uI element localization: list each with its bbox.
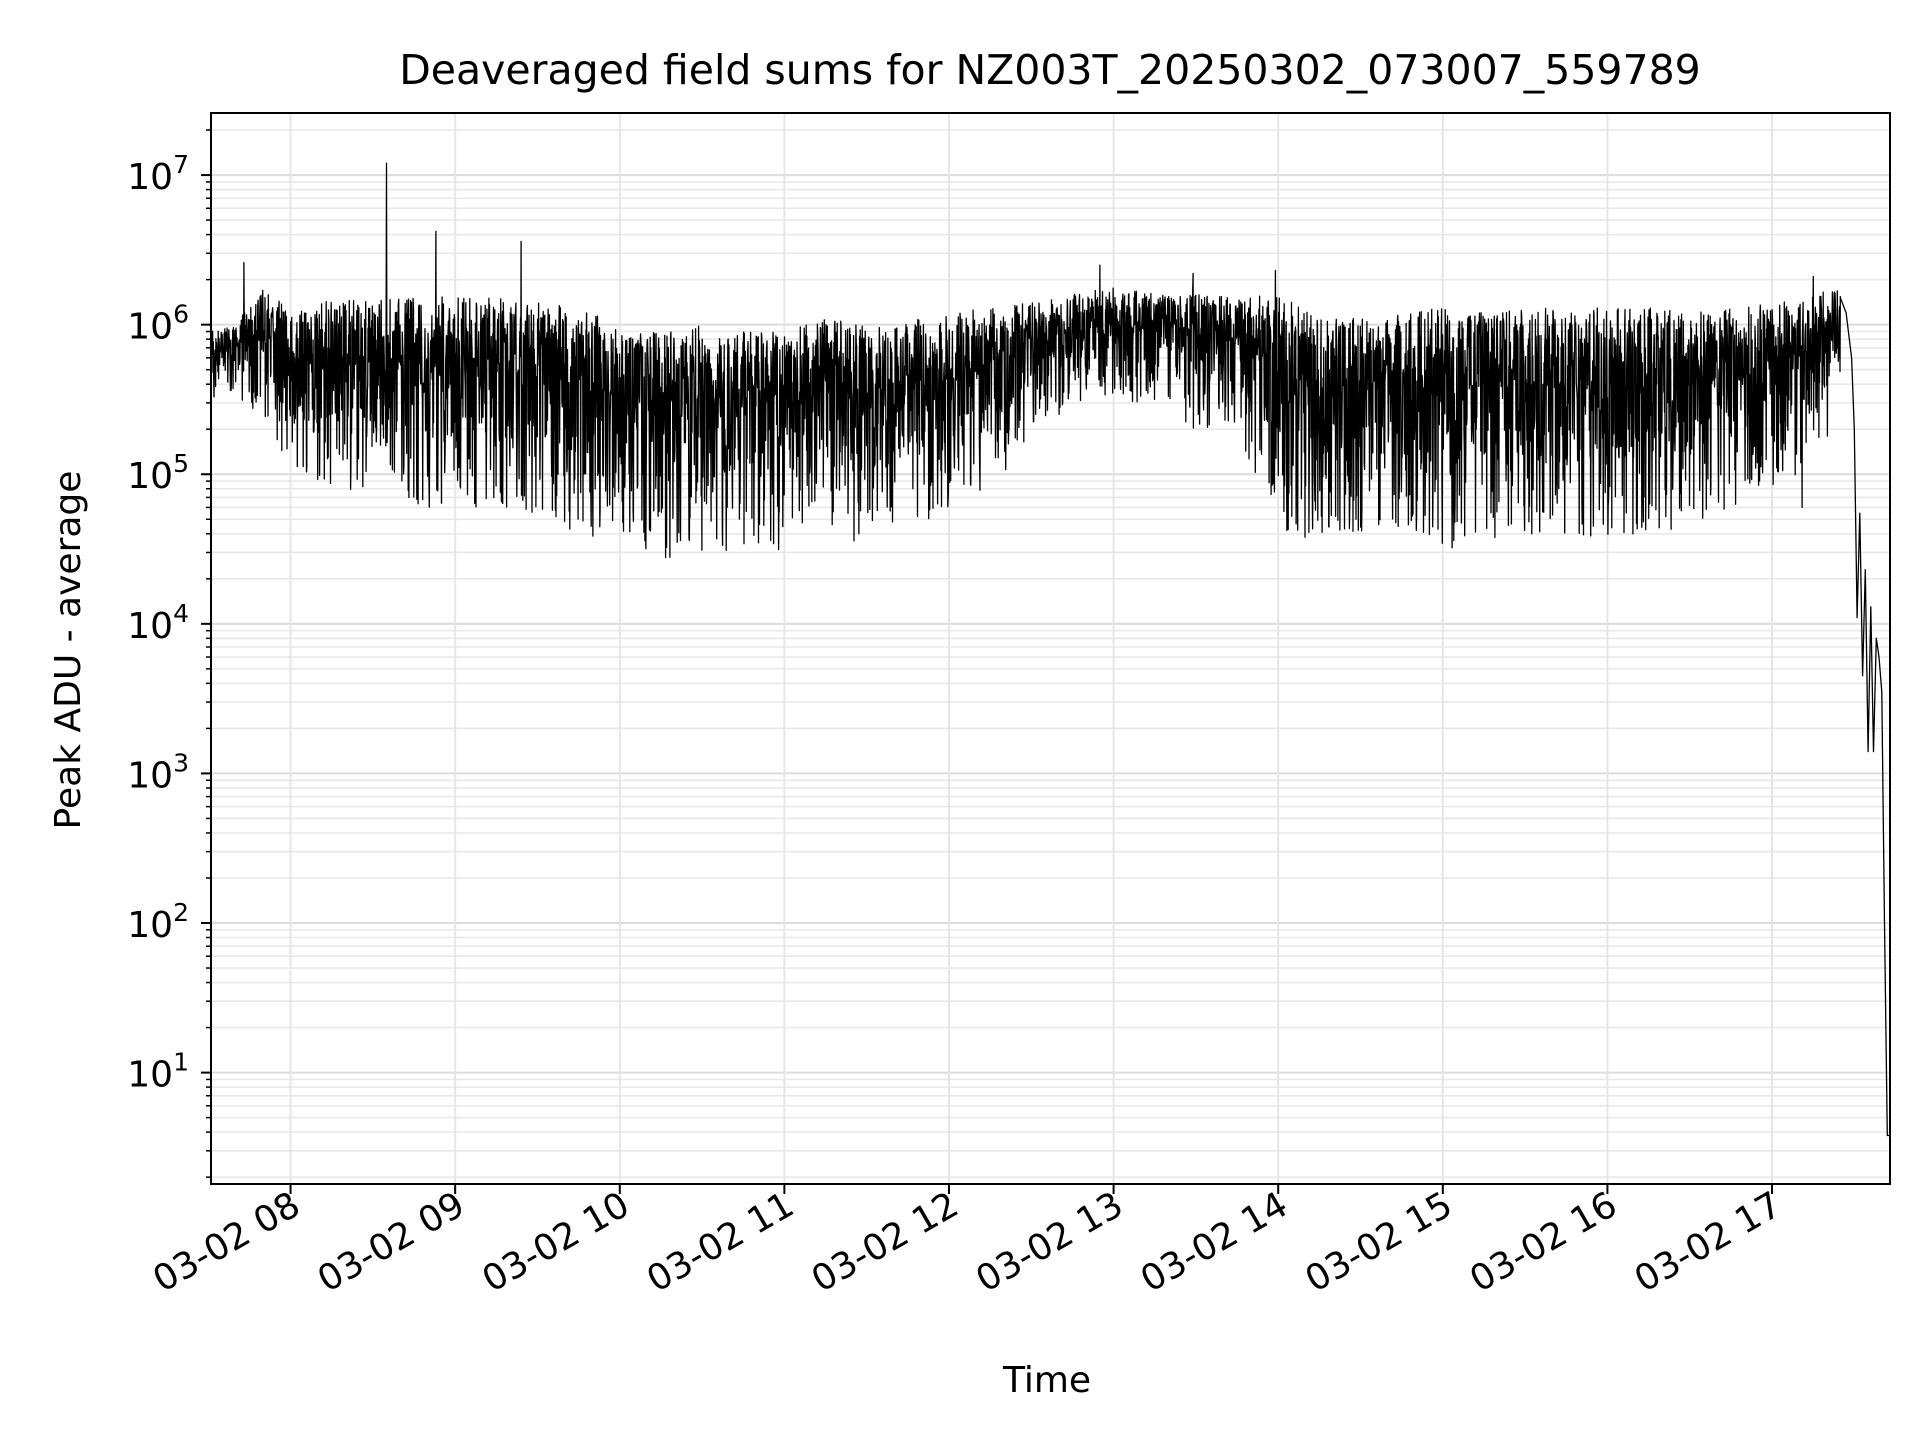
y-tick-exponent: 1 [173, 1048, 189, 1077]
y-tick-base: 10 [127, 905, 173, 946]
plot-frame [210, 112, 1891, 1185]
y-tick-label: 103 [127, 748, 189, 796]
y-tick-base: 10 [127, 755, 173, 796]
x-axis-label: Time [1002, 1360, 1091, 1401]
y-tick-label: 102 [127, 898, 189, 946]
y-tick-base: 10 [127, 307, 173, 348]
series-line [210, 162, 1890, 1137]
y-tick-exponent: 6 [173, 300, 189, 329]
y-tick-exponent: 7 [173, 150, 189, 179]
y-tick-label: 106 [127, 300, 189, 348]
y-tick-base: 10 [127, 1055, 173, 1096]
chart-title: Deaveraged field sums for NZ003T_2025030… [399, 46, 1701, 94]
series-group [210, 162, 1890, 1137]
y-tick-label: 107 [127, 150, 189, 198]
y-tick-label: 101 [127, 1048, 189, 1096]
y-tick-base: 10 [127, 456, 173, 497]
y-tick-base: 10 [127, 606, 173, 647]
y-axis-label: Peak ADU - average [48, 471, 89, 830]
y-tick-exponent: 3 [173, 748, 189, 777]
y-tick-label: 104 [127, 599, 189, 647]
y-tick-base: 10 [127, 157, 173, 198]
y-tick-exponent: 2 [173, 898, 189, 927]
y-tick-label: 105 [127, 449, 189, 497]
y-tick-exponent: 4 [173, 599, 189, 628]
y-tick-exponent: 5 [173, 449, 189, 478]
